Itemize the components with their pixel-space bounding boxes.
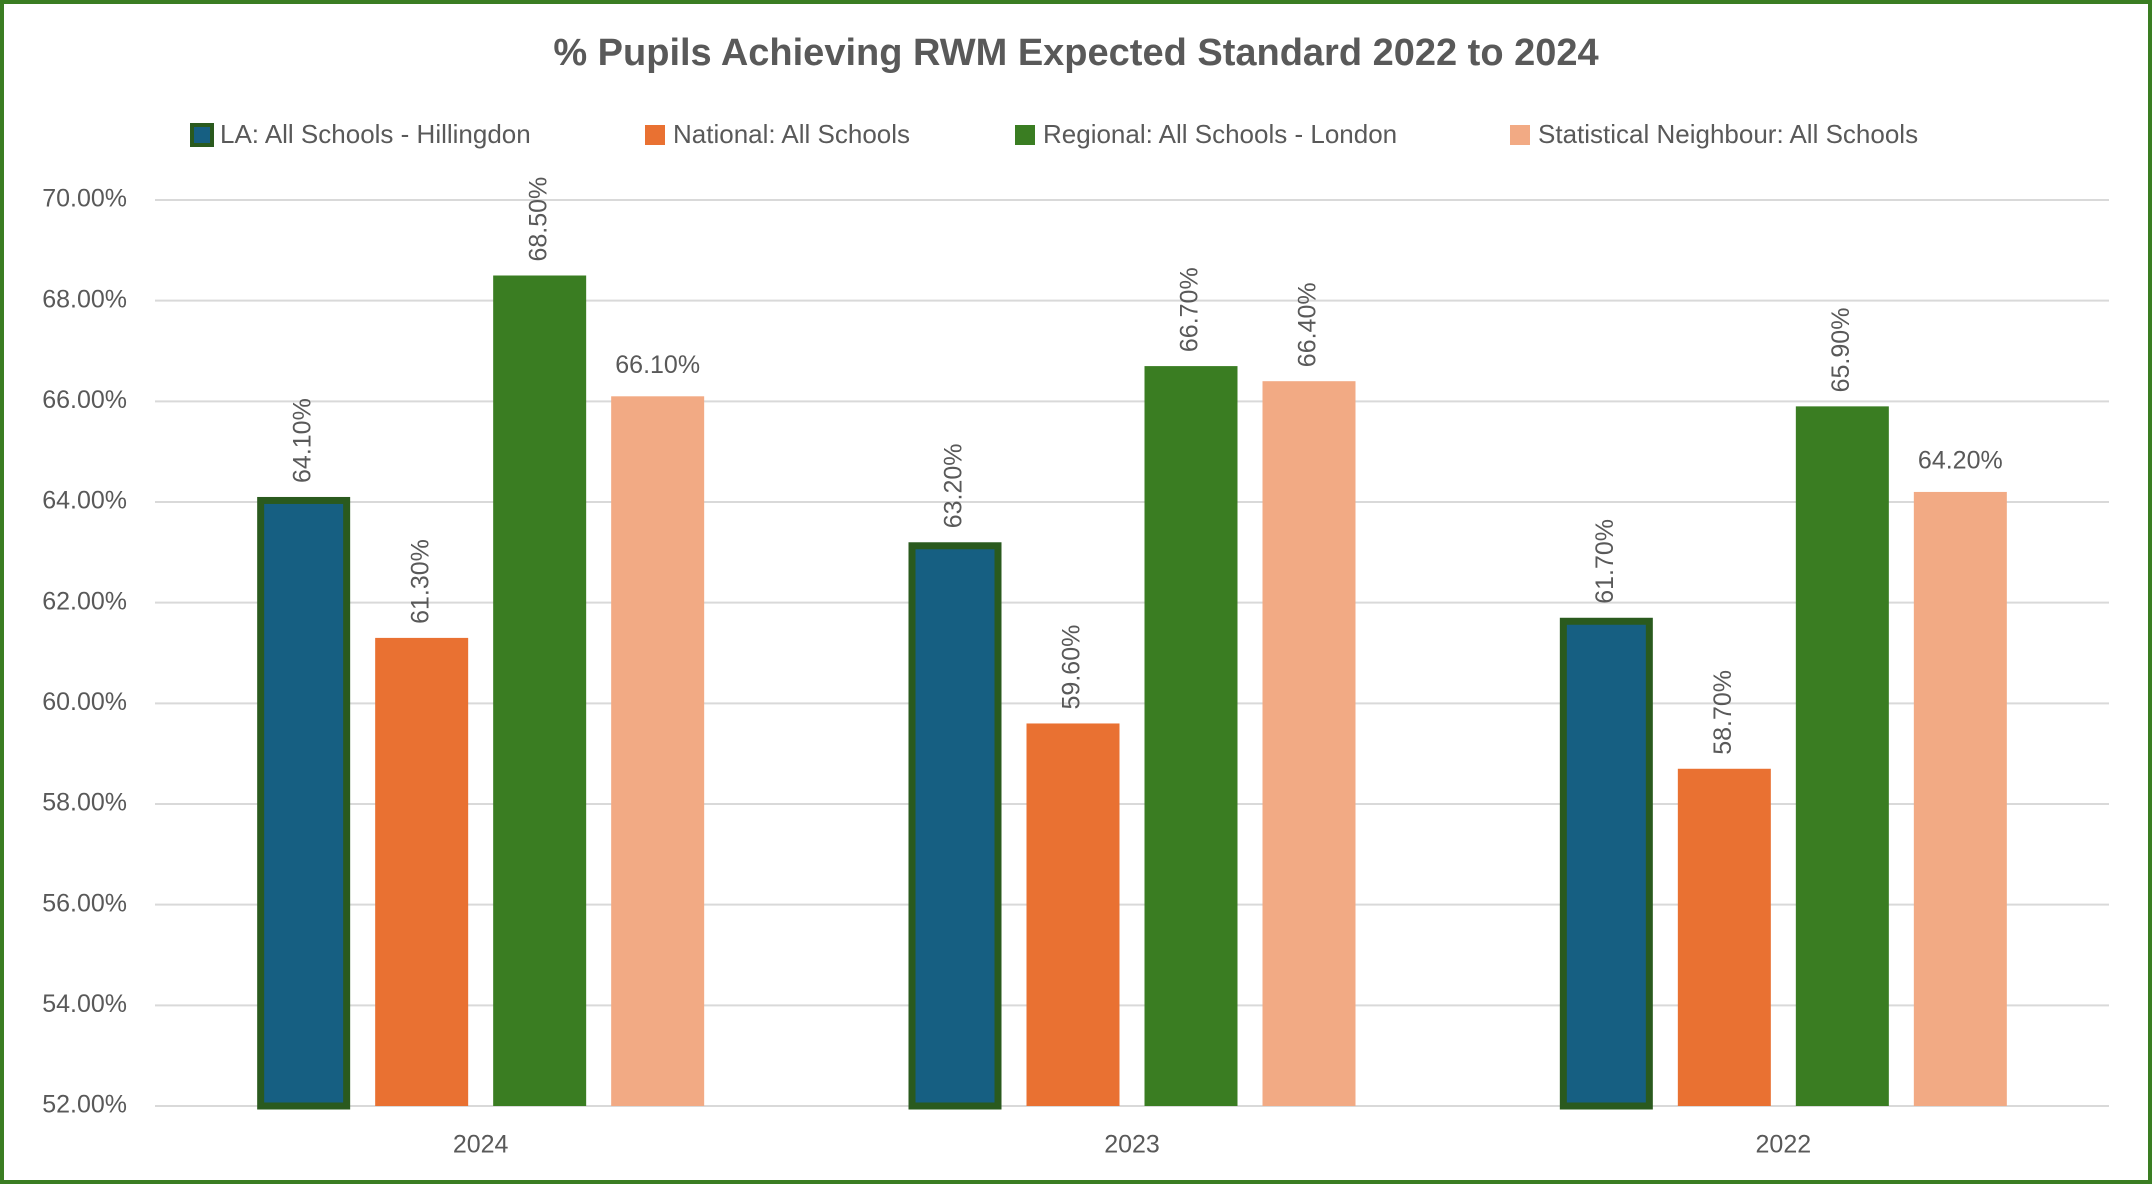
bar bbox=[493, 275, 587, 1106]
data-label: 68.50% bbox=[524, 177, 552, 262]
y-tick-label: 54.00% bbox=[42, 990, 127, 1018]
legend-label: LA: All Schools - Hillingdon bbox=[220, 119, 531, 149]
bar bbox=[1677, 768, 1771, 1106]
data-label: 59.60% bbox=[1058, 625, 1086, 710]
data-label: 65.90% bbox=[1827, 308, 1855, 393]
y-tick-label: 62.00% bbox=[42, 587, 127, 615]
y-tick-label: 56.00% bbox=[42, 889, 127, 917]
legend-swatch bbox=[1510, 125, 1530, 145]
data-label: 58.70% bbox=[1709, 670, 1737, 755]
legend-label: Regional: All Schools - London bbox=[1043, 119, 1397, 149]
y-tick-label: 60.00% bbox=[42, 688, 127, 716]
bar bbox=[257, 496, 351, 1110]
data-label: 61.70% bbox=[1591, 519, 1619, 604]
legend-swatch bbox=[1015, 125, 1035, 145]
x-tick-label: 2023 bbox=[1104, 1131, 1160, 1159]
bar bbox=[1795, 406, 1889, 1106]
data-label: 64.10% bbox=[288, 398, 316, 483]
data-label: 64.20% bbox=[1918, 447, 2003, 475]
y-tick-label: 66.00% bbox=[42, 386, 127, 414]
legend-label: National: All Schools bbox=[673, 119, 910, 149]
bar bbox=[1262, 381, 1356, 1106]
bar bbox=[908, 542, 1002, 1110]
bar bbox=[1026, 723, 1120, 1106]
bar bbox=[1913, 491, 2007, 1106]
y-tick-label: 52.00% bbox=[42, 1091, 127, 1119]
data-label: 63.20% bbox=[940, 443, 968, 528]
x-tick-label: 2024 bbox=[453, 1131, 509, 1159]
legend-label: Statistical Neighbour: All Schools bbox=[1538, 119, 1918, 149]
bar bbox=[611, 396, 705, 1106]
bar bbox=[1559, 617, 1653, 1110]
y-tick-label: 58.00% bbox=[42, 789, 127, 817]
bar bbox=[1144, 366, 1238, 1107]
legend-swatch bbox=[645, 125, 665, 145]
chart-title: % Pupils Achieving RWM Expected Standard… bbox=[553, 32, 1598, 74]
y-tick-label: 64.00% bbox=[42, 487, 127, 515]
x-tick-label: 2022 bbox=[1756, 1131, 1812, 1159]
y-tick-label: 70.00% bbox=[42, 185, 127, 213]
data-label: 66.10% bbox=[615, 351, 700, 379]
data-label: 66.40% bbox=[1294, 282, 1322, 367]
data-label: 61.30% bbox=[406, 539, 434, 624]
legend-swatch bbox=[190, 123, 214, 147]
y-tick-label: 68.00% bbox=[42, 285, 127, 313]
bar bbox=[375, 637, 469, 1106]
data-label: 66.70% bbox=[1176, 267, 1204, 352]
